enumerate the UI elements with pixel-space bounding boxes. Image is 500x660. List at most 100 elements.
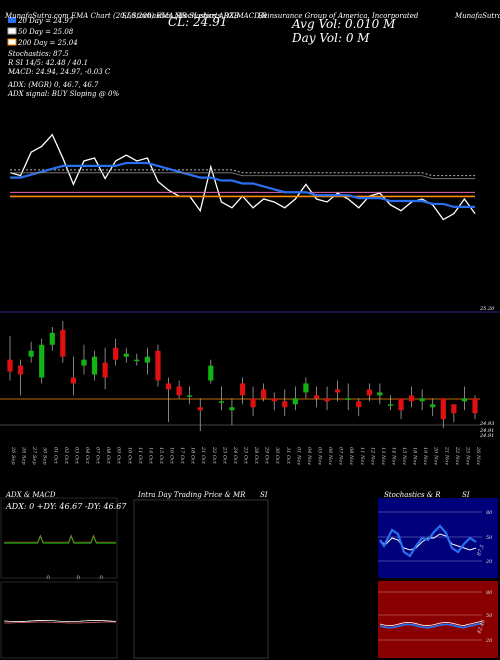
date-tick-label: 25 Nov xyxy=(464,446,470,465)
candle-body xyxy=(197,407,203,411)
date-tick-label: 23 Oct xyxy=(221,446,227,465)
date-tick-label: 13 Nov xyxy=(380,447,386,465)
date-tick-label: 08 Nov xyxy=(348,447,354,465)
date-tick-label: 30 Sep xyxy=(42,447,48,465)
date-tick-label: 15 Oct xyxy=(158,447,164,465)
day-volume: Day Vol: 0 M xyxy=(292,31,370,45)
date-tick-label: 06 Nov xyxy=(327,447,333,465)
candle-body xyxy=(49,332,55,345)
stochastics-panel xyxy=(378,498,498,578)
candle-body xyxy=(144,356,150,363)
candle-body xyxy=(345,398,351,400)
date-tick-label: 03 Oct xyxy=(73,447,79,465)
date-tick-label: 21 Oct xyxy=(200,446,206,465)
ema200-legend: 200 Day = 25.04 xyxy=(18,39,78,47)
adx-marker: ∩ xyxy=(46,574,50,581)
close-price-line xyxy=(9,133,476,221)
date-tick-label: 27 Sep xyxy=(31,446,37,465)
candle-body xyxy=(398,398,404,411)
candle-body xyxy=(282,401,288,408)
ema20-swatch xyxy=(8,17,16,23)
rsi-line xyxy=(379,622,483,629)
price-level-2: 24.91 xyxy=(480,428,495,434)
macd-line xyxy=(3,619,117,622)
date-tick-label: 14 Nov xyxy=(390,447,396,465)
candle-body xyxy=(28,350,34,357)
candle-body xyxy=(165,383,172,390)
indicators-title: MunafaSutra.com EMA Chart (20,50,200) EM… xyxy=(5,12,267,20)
date-tick-label: 31 Oct xyxy=(285,447,291,465)
candle-body xyxy=(292,398,298,405)
close-price: CL: 24.91 xyxy=(168,15,228,29)
date-tick-label: 21 Nov xyxy=(443,446,449,465)
candle-body xyxy=(176,386,182,396)
candle-body xyxy=(250,398,256,408)
date-tick-label: 08 Oct xyxy=(105,447,111,465)
date-tick-label: 04 Nov xyxy=(306,447,312,465)
stoch-panel-title: Stochastics & R xyxy=(384,491,441,499)
date-tick-label: 29 Oct xyxy=(264,446,270,465)
candle-body xyxy=(17,365,24,375)
candle-body xyxy=(7,359,13,372)
date-tick-label: 22 Oct xyxy=(211,446,217,465)
candle-body xyxy=(261,389,267,399)
macd-signal-line xyxy=(3,621,117,624)
avg-volume: Avg Vol: 0.010 M xyxy=(292,17,396,31)
stochastics-readout: Stochastics: 87.5 xyxy=(8,50,69,58)
candle-body xyxy=(239,383,246,396)
candle-body xyxy=(408,395,415,402)
macd-panel xyxy=(0,581,118,659)
candle-body xyxy=(313,395,320,399)
candle-body xyxy=(187,395,193,397)
adx-red-line xyxy=(4,534,116,543)
date-tick-label: 15 Nov xyxy=(401,447,407,465)
symbol-line: SI,Stochastics,MR SI charts RZB xyxy=(122,12,239,20)
intraday-panel xyxy=(133,499,269,659)
adx-readout: ADX: (MGR) 0, 46.7, 46.7 xyxy=(8,81,99,89)
price-level-3: 24.91 xyxy=(480,433,495,439)
candle-body xyxy=(271,398,277,402)
date-tick-label: 24 Oct xyxy=(232,446,238,465)
candle-body xyxy=(461,398,468,402)
date-tick-label: 02 Oct xyxy=(63,447,69,465)
adx-marker: ∩ xyxy=(76,574,80,581)
candle-body xyxy=(451,404,457,414)
candle-body xyxy=(324,398,330,402)
macd-readout: MACD: 24.94, 24.97, -0.03 C xyxy=(8,68,111,76)
date-tick-label: 01 Oct xyxy=(52,447,58,465)
date-tick-label: 10 Oct xyxy=(126,447,132,465)
intraday-panel-suffix: SI xyxy=(260,491,268,499)
rsi-axis-label: 80 xyxy=(486,590,493,596)
date-tick-label: 26 Nov xyxy=(475,446,481,465)
stoch-k-line xyxy=(379,524,477,558)
candle-body xyxy=(91,356,98,375)
candle-body xyxy=(229,407,235,411)
candle-body xyxy=(208,365,214,381)
price-level-top: 25.20 xyxy=(480,306,495,312)
date-tick-label: 22 Nov xyxy=(454,446,460,465)
intraday-panel-title: Intra Day Trading Price & MR xyxy=(138,491,246,499)
adx-panel xyxy=(0,497,118,579)
date-tick-label: 18 Oct xyxy=(190,447,196,465)
company-name: Reinsurance Group of America, Incorporat… xyxy=(258,12,419,20)
candle-body xyxy=(134,359,140,362)
rsi-axis-label: 50 xyxy=(486,613,493,619)
date-tick-label: 05 Nov xyxy=(316,447,322,465)
stoch-axis-label: 80 xyxy=(486,510,493,516)
candle-body xyxy=(440,398,446,420)
adx-panel-title: ADX & MACD xyxy=(6,491,56,499)
candle-body xyxy=(218,401,224,403)
rsi-signal-line xyxy=(379,621,483,626)
candle-body xyxy=(60,329,66,357)
candle-body xyxy=(81,359,87,366)
ema50-line xyxy=(10,169,475,177)
ema20-legend: 20 Day = 24.97 xyxy=(18,17,74,25)
date-tick-label: 17 Oct xyxy=(179,447,185,465)
candle-body xyxy=(419,398,425,402)
date-tick-label: 07 Oct xyxy=(95,447,101,465)
ema20-line xyxy=(10,161,475,208)
date-tick-label: 12 Nov xyxy=(369,447,375,465)
date-tick-label: 19 Nov xyxy=(422,447,428,465)
ema50-legend: 50 Day = 25.08 xyxy=(18,28,74,36)
